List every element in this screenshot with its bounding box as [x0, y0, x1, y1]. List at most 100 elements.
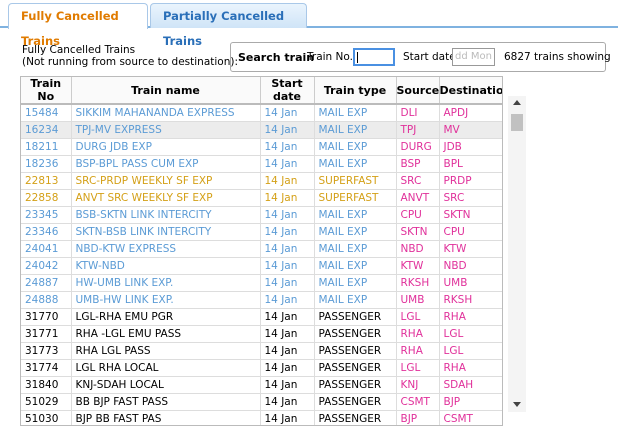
table-cell: CPU — [439, 223, 502, 241]
table-cell: 14 Jan — [260, 155, 315, 173]
table-row[interactable]: 31770 LGL-RHA EMU PGR 14 Jan PASSENGER LGL RH… — [21, 308, 502, 326]
tab-bar: Fully Cancelled Trains Partially Cancell… — [0, 0, 618, 48]
table-row[interactable]: 31774 LGL RHA LOCAL 14 Jan PASSENGER LGL RHA — [21, 359, 502, 377]
table-cell: MAIL EXP — [314, 138, 397, 156]
table-cell: PASSENGER — [314, 393, 397, 411]
table-cell: CSMT — [396, 393, 440, 411]
start-date-input[interactable]: dd Mon — [452, 48, 495, 66]
table-cell: SKTN-BSB LINK INTERCITY — [71, 223, 261, 241]
column-header: Start date — [260, 77, 315, 105]
label: Train No. — [307, 51, 353, 63]
table-cell: 14 Jan — [260, 121, 315, 139]
table-cell: APDJ — [439, 104, 502, 122]
table-row[interactable]: 22813 SRC-PRDP WEEKLY SF EXP 14 Jan SUPERFA… — [21, 172, 502, 190]
table-row[interactable]: 31771 RHA -LGL EMU PASS 14 Jan PASSENGER RHA… — [21, 325, 502, 343]
table-cell: 14 Jan — [260, 206, 315, 224]
table-cell: PASSENGER — [314, 308, 397, 326]
table-cell: RHA LGL PASS — [71, 342, 261, 360]
table-cell: KTW-NBD — [71, 257, 261, 275]
table-row[interactable]: 24042 KTW-NBD 14 Jan MAIL EXP KTW NBD — [21, 257, 502, 275]
table-cell: BSP — [396, 155, 440, 173]
table-cell: 31774 — [21, 359, 72, 377]
table-row[interactable]: 16234 TPJ-MV EXPRESS 14 Jan MAIL EXP TPJ MV — [21, 121, 502, 139]
table-cell: MAIL EXP — [314, 257, 397, 275]
table-cell: MAIL EXP — [314, 104, 397, 122]
table-cell: KTW — [396, 257, 440, 275]
table-cell: 14 Jan — [260, 393, 315, 411]
table-cell: KNJ-SDAH LOCAL — [71, 376, 261, 394]
table-cell: 14 Jan — [260, 410, 315, 425]
table-cell: SKTN — [396, 223, 440, 241]
table-cell: 23345 — [21, 206, 72, 224]
table-cell: BSP-BPL PASS CUM EXP — [71, 155, 261, 173]
train-no-input[interactable] — [353, 48, 395, 66]
table-row[interactable]: 31773 RHA LGL PASS 14 Jan PASSENGER RHA LGL — [21, 342, 502, 360]
table-cell: 14 Jan — [260, 138, 315, 156]
search-panel: Search train Train No. Start date dd Mon… — [230, 42, 611, 72]
table-cell: 14 Jan — [260, 325, 315, 343]
table-row[interactable]: 24888 UMB-HW LINK EXP. 14 Jan MAIL EXP UMB RK… — [21, 291, 502, 309]
table-cell: ANVT — [396, 189, 440, 207]
table-cell: PASSENGER — [314, 410, 397, 425]
table-row[interactable]: 23345 BSB-SKTN LINK INTERCITY 14 Jan MAIL E… — [21, 206, 502, 224]
table-cell: MAIL EXP — [314, 240, 397, 258]
table-cell: BPL — [439, 155, 502, 173]
table-cell: 14 Jan — [260, 172, 315, 190]
table-cell: SRC — [396, 172, 440, 190]
table-cell: 24042 — [21, 257, 72, 275]
table-cell: BSB-SKTN LINK INTERCITY — [71, 206, 261, 224]
table-cell: CSMT — [439, 410, 502, 425]
column-header: Train type — [314, 77, 397, 105]
table-cell: 14 Jan — [260, 274, 315, 292]
table-cell: NBD-KTW EXPRESS — [71, 240, 261, 258]
table-cell: UMB-HW LINK EXP. — [71, 291, 261, 309]
table-row[interactable]: 31840 KNJ-SDAH LOCAL 14 Jan PASSENGER KNJ SDA… — [21, 376, 502, 394]
table-cell: 22858 — [21, 189, 72, 207]
table-cell: MAIL EXP — [314, 206, 397, 224]
table-cell: 31770 — [21, 308, 72, 326]
table-cell: TPJ — [396, 121, 440, 139]
table-cell: 24041 — [21, 240, 72, 258]
table-cell: LGL — [439, 325, 502, 343]
description-line: (Not running from source to destination)… — [22, 56, 239, 68]
table-row[interactable]: 22858 ANVT SRC WEEKLY SF EXP 14 Jan SUPERFA… — [21, 189, 502, 207]
table-cell: 14 Jan — [260, 104, 315, 122]
table-row[interactable]: 51029 BB BJP FAST PASS 14 Jan PASSENGER CSMT… — [21, 393, 502, 411]
table-row[interactable]: 18236 BSP-BPL PASS CUM EXP 14 Jan MAIL EXP B… — [21, 155, 502, 173]
description-line: Fully Cancelled Trains — [22, 44, 136, 56]
table-row[interactable]: 23346 SKTN-BSB LINK INTERCITY 14 Jan MAIL E… — [21, 223, 502, 241]
table-cell: 31840 — [21, 376, 72, 394]
table-cell: PASSENGER — [314, 359, 397, 377]
train-table: Train No Train name Start date Train type So… — [21, 77, 502, 425]
table-cell: 31773 — [21, 342, 72, 360]
table-row[interactable]: 24887 HW-UMB LINK EXP. 14 Jan MAIL EXP RKSH U… — [21, 274, 502, 292]
table-cell: 16234 — [21, 121, 72, 139]
table-cell: RKSH — [396, 274, 440, 292]
table-cell: MAIL EXP — [314, 121, 397, 139]
table-cell: BB BJP FAST PASS — [71, 393, 261, 411]
table-row[interactable]: 18211 DURG JDB EXP 14 Jan MAIL EXP DURG JDB — [21, 138, 502, 156]
table-cell: UMB — [396, 291, 440, 309]
table-cell: NBD — [396, 240, 440, 258]
table-cell: JDB — [439, 138, 502, 156]
table-cell: 51030 — [21, 410, 72, 425]
table-cell: BJP — [439, 393, 502, 411]
table-row[interactable]: 51030 BJP BB FAST PAS 14 Jan PASSENGER BJP CS… — [21, 410, 502, 425]
table-cell: SDAH — [439, 376, 502, 394]
table-cell: LGL RHA LOCAL — [71, 359, 261, 377]
table-cell: MV — [439, 121, 502, 139]
table-row[interactable]: 15484 SIKKIM MAHANANDA EXPRESS 14 Jan MAIL … — [21, 104, 502, 122]
scrollbar[interactable] — [508, 96, 526, 412]
table-cell: 18211 — [21, 138, 72, 156]
tab[interactable]: Partially Cancelled Trains — [150, 3, 307, 48]
column-header: Train name — [71, 77, 261, 105]
label: Start date — [403, 51, 456, 63]
table-cell: SUPERFAST — [314, 172, 397, 190]
table-cell: 14 Jan — [260, 359, 315, 377]
tab[interactable]: Fully Cancelled Trains — [8, 3, 148, 48]
table-cell: 14 Jan — [260, 376, 315, 394]
table-cell: RKSH — [439, 291, 502, 309]
table-cell: MAIL EXP — [314, 291, 397, 309]
table-row[interactable]: 24041 NBD-KTW EXPRESS 14 Jan MAIL EXP NBD KTW — [21, 240, 502, 258]
